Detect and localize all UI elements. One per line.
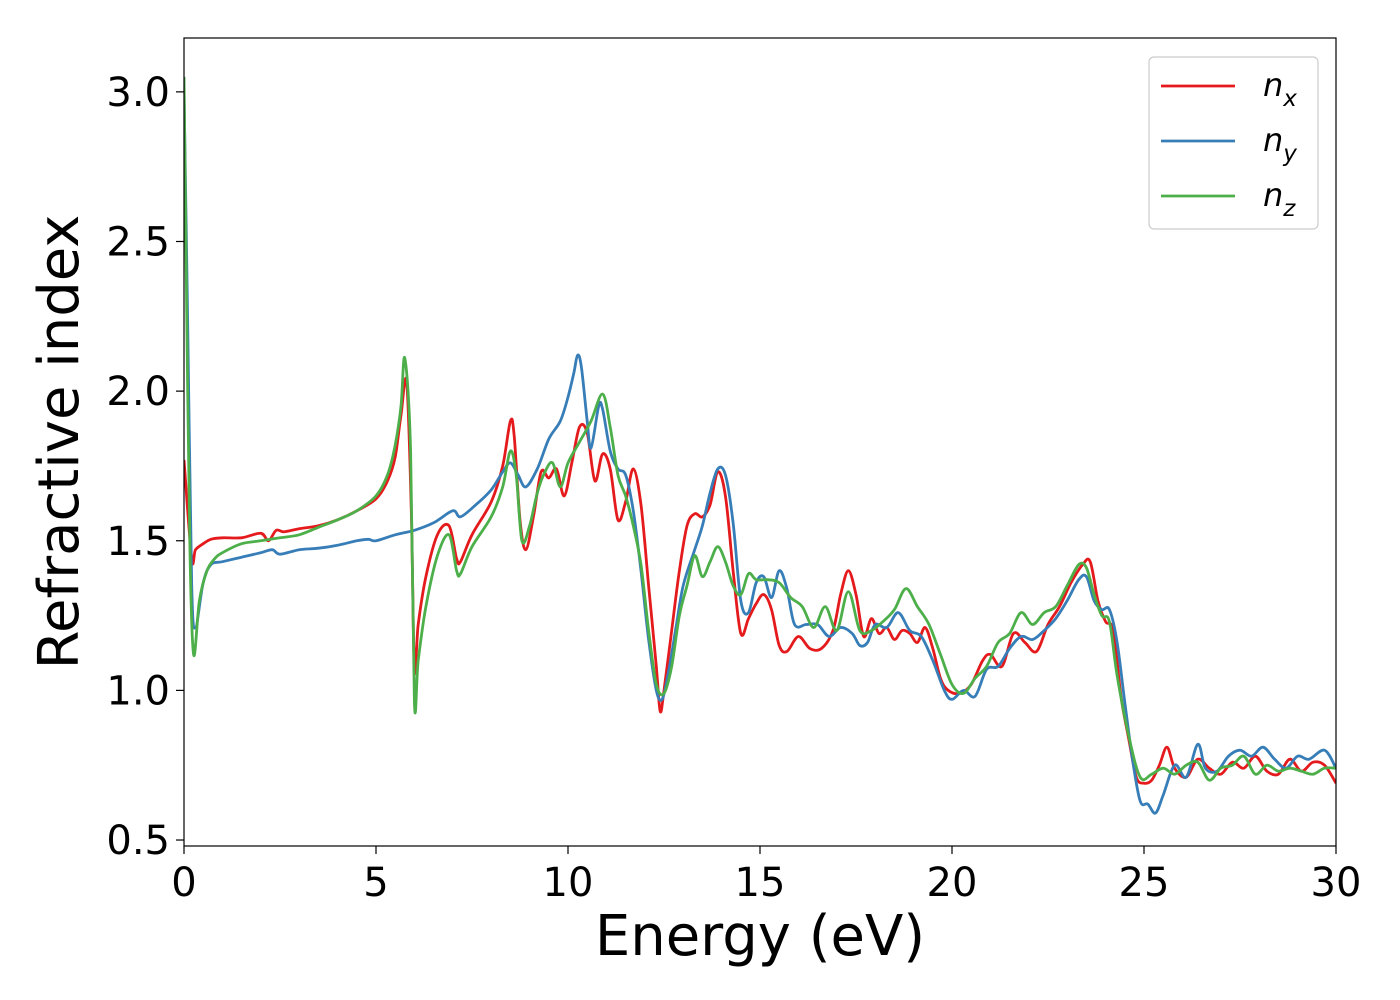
x-tick-label: 0 — [171, 860, 196, 906]
y-tick-label: 2.0 — [106, 369, 170, 415]
x-axis-label: Energy (eV) — [595, 904, 925, 969]
y-axis-label: Refractive index — [27, 215, 92, 670]
x-tick-label: 30 — [1311, 860, 1362, 906]
x-tick-label: 5 — [363, 860, 388, 906]
legend-label-ny: ny — [1263, 121, 1297, 167]
y-tick-label: 1.5 — [106, 519, 170, 565]
y-tick-label: 3.0 — [106, 70, 170, 116]
series-line-nz — [184, 76, 1336, 782]
legend: nx ny nz — [1148, 56, 1319, 230]
x-tick-label: 25 — [1119, 860, 1170, 906]
y-tick-label: 2.5 — [106, 219, 170, 265]
x-axis: 0 5 10 15 20 25 30 — [171, 846, 1361, 906]
legend-box — [1148, 56, 1319, 230]
series-layer — [184, 76, 1336, 815]
y-tick-label: 0.5 — [106, 818, 170, 864]
x-tick-label: 20 — [927, 860, 978, 906]
y-axis: 0.5 1.0 1.5 2.0 2.5 3.0 — [106, 70, 184, 864]
x-tick-label: 10 — [543, 860, 594, 906]
legend-label-nx: nx — [1263, 66, 1297, 112]
x-tick-label: 15 — [735, 860, 786, 906]
y-tick-label: 1.0 — [106, 668, 170, 714]
legend-label-nz: nz — [1263, 176, 1296, 222]
